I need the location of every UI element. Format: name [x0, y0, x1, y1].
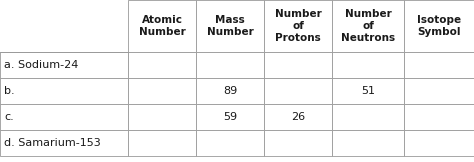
Bar: [196, 78, 264, 104]
Bar: [264, 0, 332, 52]
Bar: [264, 52, 332, 78]
Bar: [332, 104, 404, 130]
Bar: [196, 0, 264, 52]
Bar: [404, 78, 474, 104]
Bar: [0, 78, 128, 104]
Text: Mass
Number: Mass Number: [207, 15, 254, 37]
Bar: [128, 78, 196, 104]
Bar: [196, 104, 264, 130]
Text: b.: b.: [4, 86, 15, 96]
Text: 51: 51: [361, 86, 375, 96]
Bar: [196, 52, 264, 78]
Text: d. Samarium-153: d. Samarium-153: [4, 138, 101, 148]
Text: 26: 26: [291, 112, 305, 122]
Bar: [264, 104, 332, 130]
Bar: [404, 52, 474, 78]
Bar: [404, 130, 474, 156]
Text: Number
of
Neutrons: Number of Neutrons: [341, 9, 395, 43]
Bar: [0, 104, 128, 130]
Bar: [332, 78, 404, 104]
Text: 89: 89: [223, 86, 237, 96]
Bar: [128, 104, 196, 130]
Bar: [404, 104, 474, 130]
Bar: [0, 130, 128, 156]
Bar: [332, 0, 404, 52]
Bar: [264, 130, 332, 156]
Bar: [404, 0, 474, 52]
Bar: [332, 52, 404, 78]
Text: 59: 59: [223, 112, 237, 122]
Text: Number
of
Protons: Number of Protons: [274, 9, 321, 43]
Bar: [128, 52, 196, 78]
Bar: [332, 130, 404, 156]
Bar: [0, 52, 128, 78]
Bar: [128, 130, 196, 156]
Bar: [128, 0, 196, 52]
Text: c.: c.: [4, 112, 14, 122]
Text: Atomic
Number: Atomic Number: [138, 15, 185, 37]
Text: a. Sodium-24: a. Sodium-24: [4, 60, 78, 70]
Text: Isotope
Symbol: Isotope Symbol: [417, 15, 461, 37]
Bar: [264, 78, 332, 104]
Bar: [196, 130, 264, 156]
